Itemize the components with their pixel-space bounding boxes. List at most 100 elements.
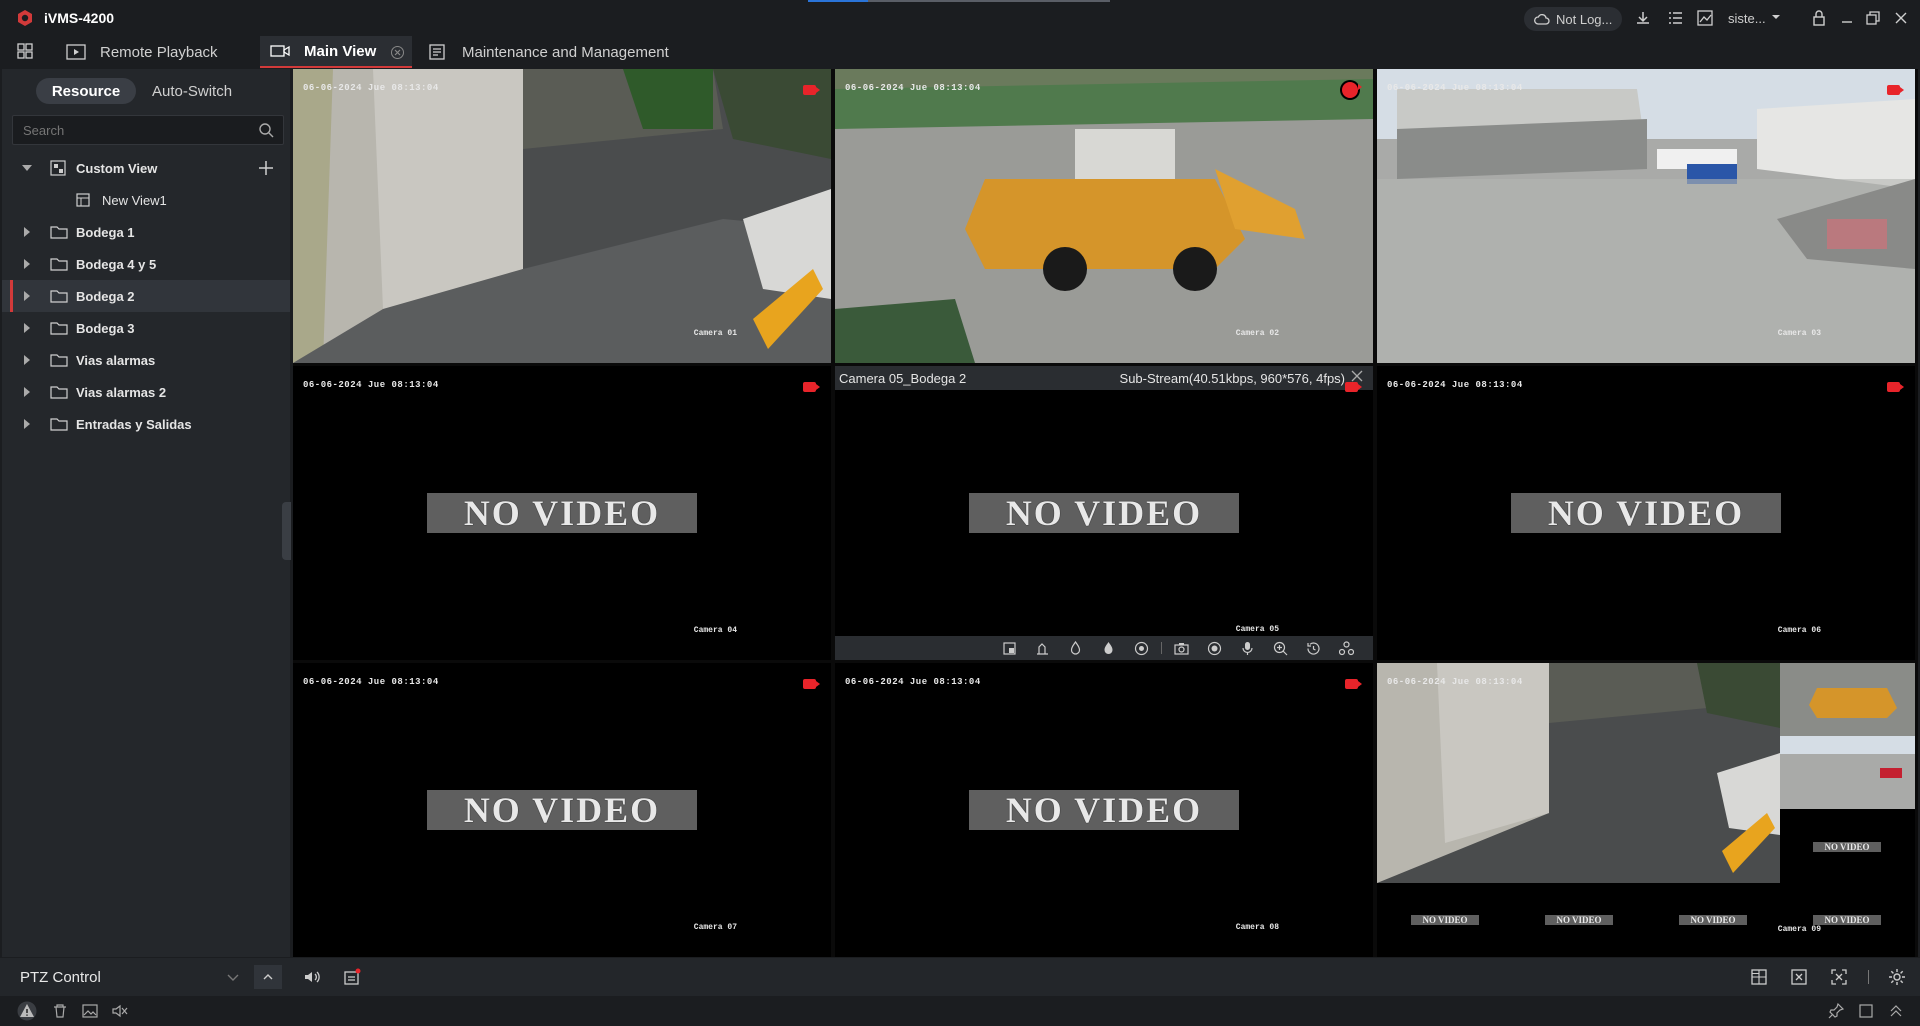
ptz-control-icon[interactable] bbox=[1339, 641, 1354, 656]
camera-name-overlay: Camera 02 bbox=[1235, 329, 1279, 338]
volume-icon[interactable] bbox=[303, 968, 321, 986]
video-cell-camera-07[interactable]: 06-06-2024 Jue 08:13:04 NO VIDEO Camera … bbox=[293, 663, 831, 957]
fisheye-icon[interactable] bbox=[1035, 641, 1050, 656]
search-icon[interactable] bbox=[258, 122, 274, 138]
folder-icon bbox=[50, 290, 68, 303]
module-tab-bar: Remote Playback Main View Maintenance an… bbox=[0, 36, 1920, 68]
recording-icon[interactable] bbox=[1345, 679, 1362, 689]
download-icon[interactable] bbox=[1634, 9, 1652, 27]
video-cell-camera-06[interactable]: 06-06-2024 Jue 08:13:04 NO VIDEO Camera … bbox=[1377, 366, 1915, 660]
thermal-icon[interactable] bbox=[1068, 641, 1083, 656]
tab-auto-switch[interactable]: Auto-Switch bbox=[152, 82, 233, 100]
settings-gear-icon[interactable] bbox=[1888, 968, 1906, 986]
window-icon[interactable] bbox=[1858, 1003, 1874, 1019]
cell-info-bar: Camera 05_Bodega 2 Sub-Stream(40.51kbps,… bbox=[835, 366, 1373, 390]
video-cell-camera-04[interactable]: 06-06-2024 Jue 08:13:04 NO VIDEO Camera … bbox=[293, 366, 831, 660]
recording-icon[interactable] bbox=[1342, 82, 1362, 98]
video-cell-camera-08[interactable]: 06-06-2024 Jue 08:13:04 NO VIDEO Camera … bbox=[835, 663, 1373, 957]
caret-right-icon[interactable] bbox=[22, 419, 32, 429]
restore-icon[interactable] bbox=[1864, 9, 1882, 27]
alarm-warning-icon[interactable] bbox=[16, 1001, 38, 1021]
tree-item-label: Bodega 3 bbox=[76, 320, 135, 336]
video-cell-camera-01[interactable]: 06-06-2024 Jue 08:13:04 Camera 01 bbox=[293, 69, 831, 363]
tree-item-new-view1[interactable]: New View1 bbox=[2, 184, 290, 216]
trash-icon[interactable] bbox=[52, 1003, 68, 1019]
resource-monitor-icon[interactable] bbox=[1696, 9, 1714, 27]
close-icon[interactable] bbox=[1892, 9, 1910, 27]
tab-label: Remote Playback bbox=[100, 43, 218, 61]
recording-icon[interactable] bbox=[1887, 85, 1904, 95]
image-icon[interactable] bbox=[82, 1003, 98, 1019]
caret-right-icon[interactable] bbox=[22, 291, 32, 301]
mute-icon[interactable] bbox=[112, 1003, 128, 1019]
caret-right-icon[interactable] bbox=[22, 227, 32, 237]
record-icon[interactable] bbox=[1207, 641, 1222, 656]
tree-item-vias-alarmas[interactable]: Vias alarmas bbox=[2, 344, 290, 376]
tree-item-label: Bodega 1 bbox=[76, 224, 135, 240]
tree-item-bodega-1[interactable]: Bodega 1 bbox=[2, 216, 290, 248]
recording-icon[interactable] bbox=[1345, 382, 1362, 392]
video-cell-camera-02[interactable]: 06-06-2024 Jue 08:13:04 Camera 02 bbox=[835, 69, 1373, 363]
tree-item-bodega-2[interactable]: Bodega 2 bbox=[2, 280, 290, 312]
pin-icon[interactable] bbox=[1828, 1003, 1844, 1019]
tab-remote-playback[interactable]: Remote Playback bbox=[66, 36, 246, 68]
caret-down-icon[interactable] bbox=[22, 163, 32, 173]
minimize-icon[interactable] bbox=[1838, 9, 1856, 27]
fire-icon[interactable] bbox=[1101, 641, 1116, 656]
tree-item-label: Custom View bbox=[76, 160, 158, 176]
recording-icon[interactable] bbox=[803, 382, 820, 392]
recording-icon[interactable] bbox=[1887, 382, 1904, 392]
tree-item-custom-view[interactable]: Custom View bbox=[2, 152, 290, 184]
ptz-control-label[interactable]: PTZ Control bbox=[20, 969, 101, 986]
video-cell-camera-05[interactable]: Camera 05_Bodega 2 Sub-Stream(40.51kbps,… bbox=[835, 366, 1373, 660]
tree-item-label: Entradas y Salidas bbox=[76, 416, 192, 432]
caret-right-icon[interactable] bbox=[22, 259, 32, 269]
camera-03-feed bbox=[1377, 69, 1915, 363]
tree-item-bodega-4-y-5[interactable]: Bodega 4 y 5 bbox=[2, 248, 290, 280]
folder-icon bbox=[50, 226, 68, 239]
cloud-login-button[interactable]: Not Log... bbox=[1524, 7, 1622, 31]
add-view-icon[interactable] bbox=[258, 160, 274, 176]
lock-icon[interactable] bbox=[1810, 9, 1828, 27]
double-chevron-up-icon[interactable] bbox=[1888, 1003, 1904, 1019]
tree-item-vias-alarmas-2[interactable]: Vias alarmas 2 bbox=[2, 376, 290, 408]
tree-item-bodega-3[interactable]: Bodega 3 bbox=[2, 312, 290, 344]
site-selector-label[interactable]: siste... bbox=[1728, 11, 1766, 26]
window-division-icon[interactable] bbox=[1750, 968, 1768, 986]
close-cell-icon[interactable] bbox=[1351, 370, 1363, 382]
tab-resource[interactable]: Resource bbox=[36, 78, 136, 104]
tab-main-view[interactable]: Main View bbox=[260, 36, 412, 68]
module-grid-icon[interactable] bbox=[16, 42, 34, 60]
task-list-icon[interactable] bbox=[1666, 9, 1684, 27]
chevron-down-icon[interactable] bbox=[1770, 11, 1782, 23]
tab-maintenance-management[interactable]: Maintenance and Management bbox=[428, 36, 688, 68]
video-cell-camera-09[interactable]: 06-06-2024 Jue 08:13:04 NO VIDEO NO VIDE… bbox=[1377, 663, 1915, 957]
camera-name-overlay: Camera 03 bbox=[1777, 329, 1821, 338]
fullscreen-icon[interactable] bbox=[1830, 968, 1848, 986]
instant-playback-icon[interactable] bbox=[1306, 641, 1321, 656]
snapshot-icon[interactable] bbox=[1174, 641, 1189, 656]
close-all-windows-icon[interactable] bbox=[1790, 968, 1808, 986]
chevron-down-icon[interactable] bbox=[226, 970, 240, 984]
expand-ptz-button[interactable] bbox=[254, 965, 282, 989]
close-tab-icon[interactable] bbox=[391, 46, 404, 59]
timestamp-overlay: 06-06-2024 Jue 08:13:04 bbox=[1387, 380, 1523, 390]
cell-toolbar bbox=[835, 636, 1373, 660]
caret-right-icon[interactable] bbox=[22, 323, 32, 333]
stream-info: Sub-Stream(40.51kbps, 960*576, 4fps) bbox=[1119, 371, 1345, 386]
record-all-icon[interactable] bbox=[343, 968, 361, 986]
recording-icon[interactable] bbox=[803, 679, 820, 689]
timestamp-overlay: 06-06-2024 Jue 08:13:04 bbox=[845, 83, 981, 93]
pip-icon[interactable] bbox=[1002, 641, 1017, 656]
caret-right-icon[interactable] bbox=[22, 387, 32, 397]
recording-icon[interactable] bbox=[803, 85, 820, 95]
tree-item-entradas-y-salidas[interactable]: Entradas y Salidas bbox=[2, 408, 290, 440]
microphone-icon[interactable] bbox=[1240, 641, 1255, 656]
video-cell-camera-03[interactable]: 06-06-2024 Jue 08:13:04 Camera 03 bbox=[1377, 69, 1915, 363]
sidebar-collapse-handle[interactable] bbox=[282, 502, 291, 560]
caret-right-icon[interactable] bbox=[22, 355, 32, 365]
search-input[interactable] bbox=[12, 115, 284, 145]
tree-item-label: Bodega 4 y 5 bbox=[76, 256, 157, 272]
zoom-in-icon[interactable] bbox=[1273, 641, 1288, 656]
alarm-output-icon[interactable] bbox=[1134, 641, 1149, 656]
